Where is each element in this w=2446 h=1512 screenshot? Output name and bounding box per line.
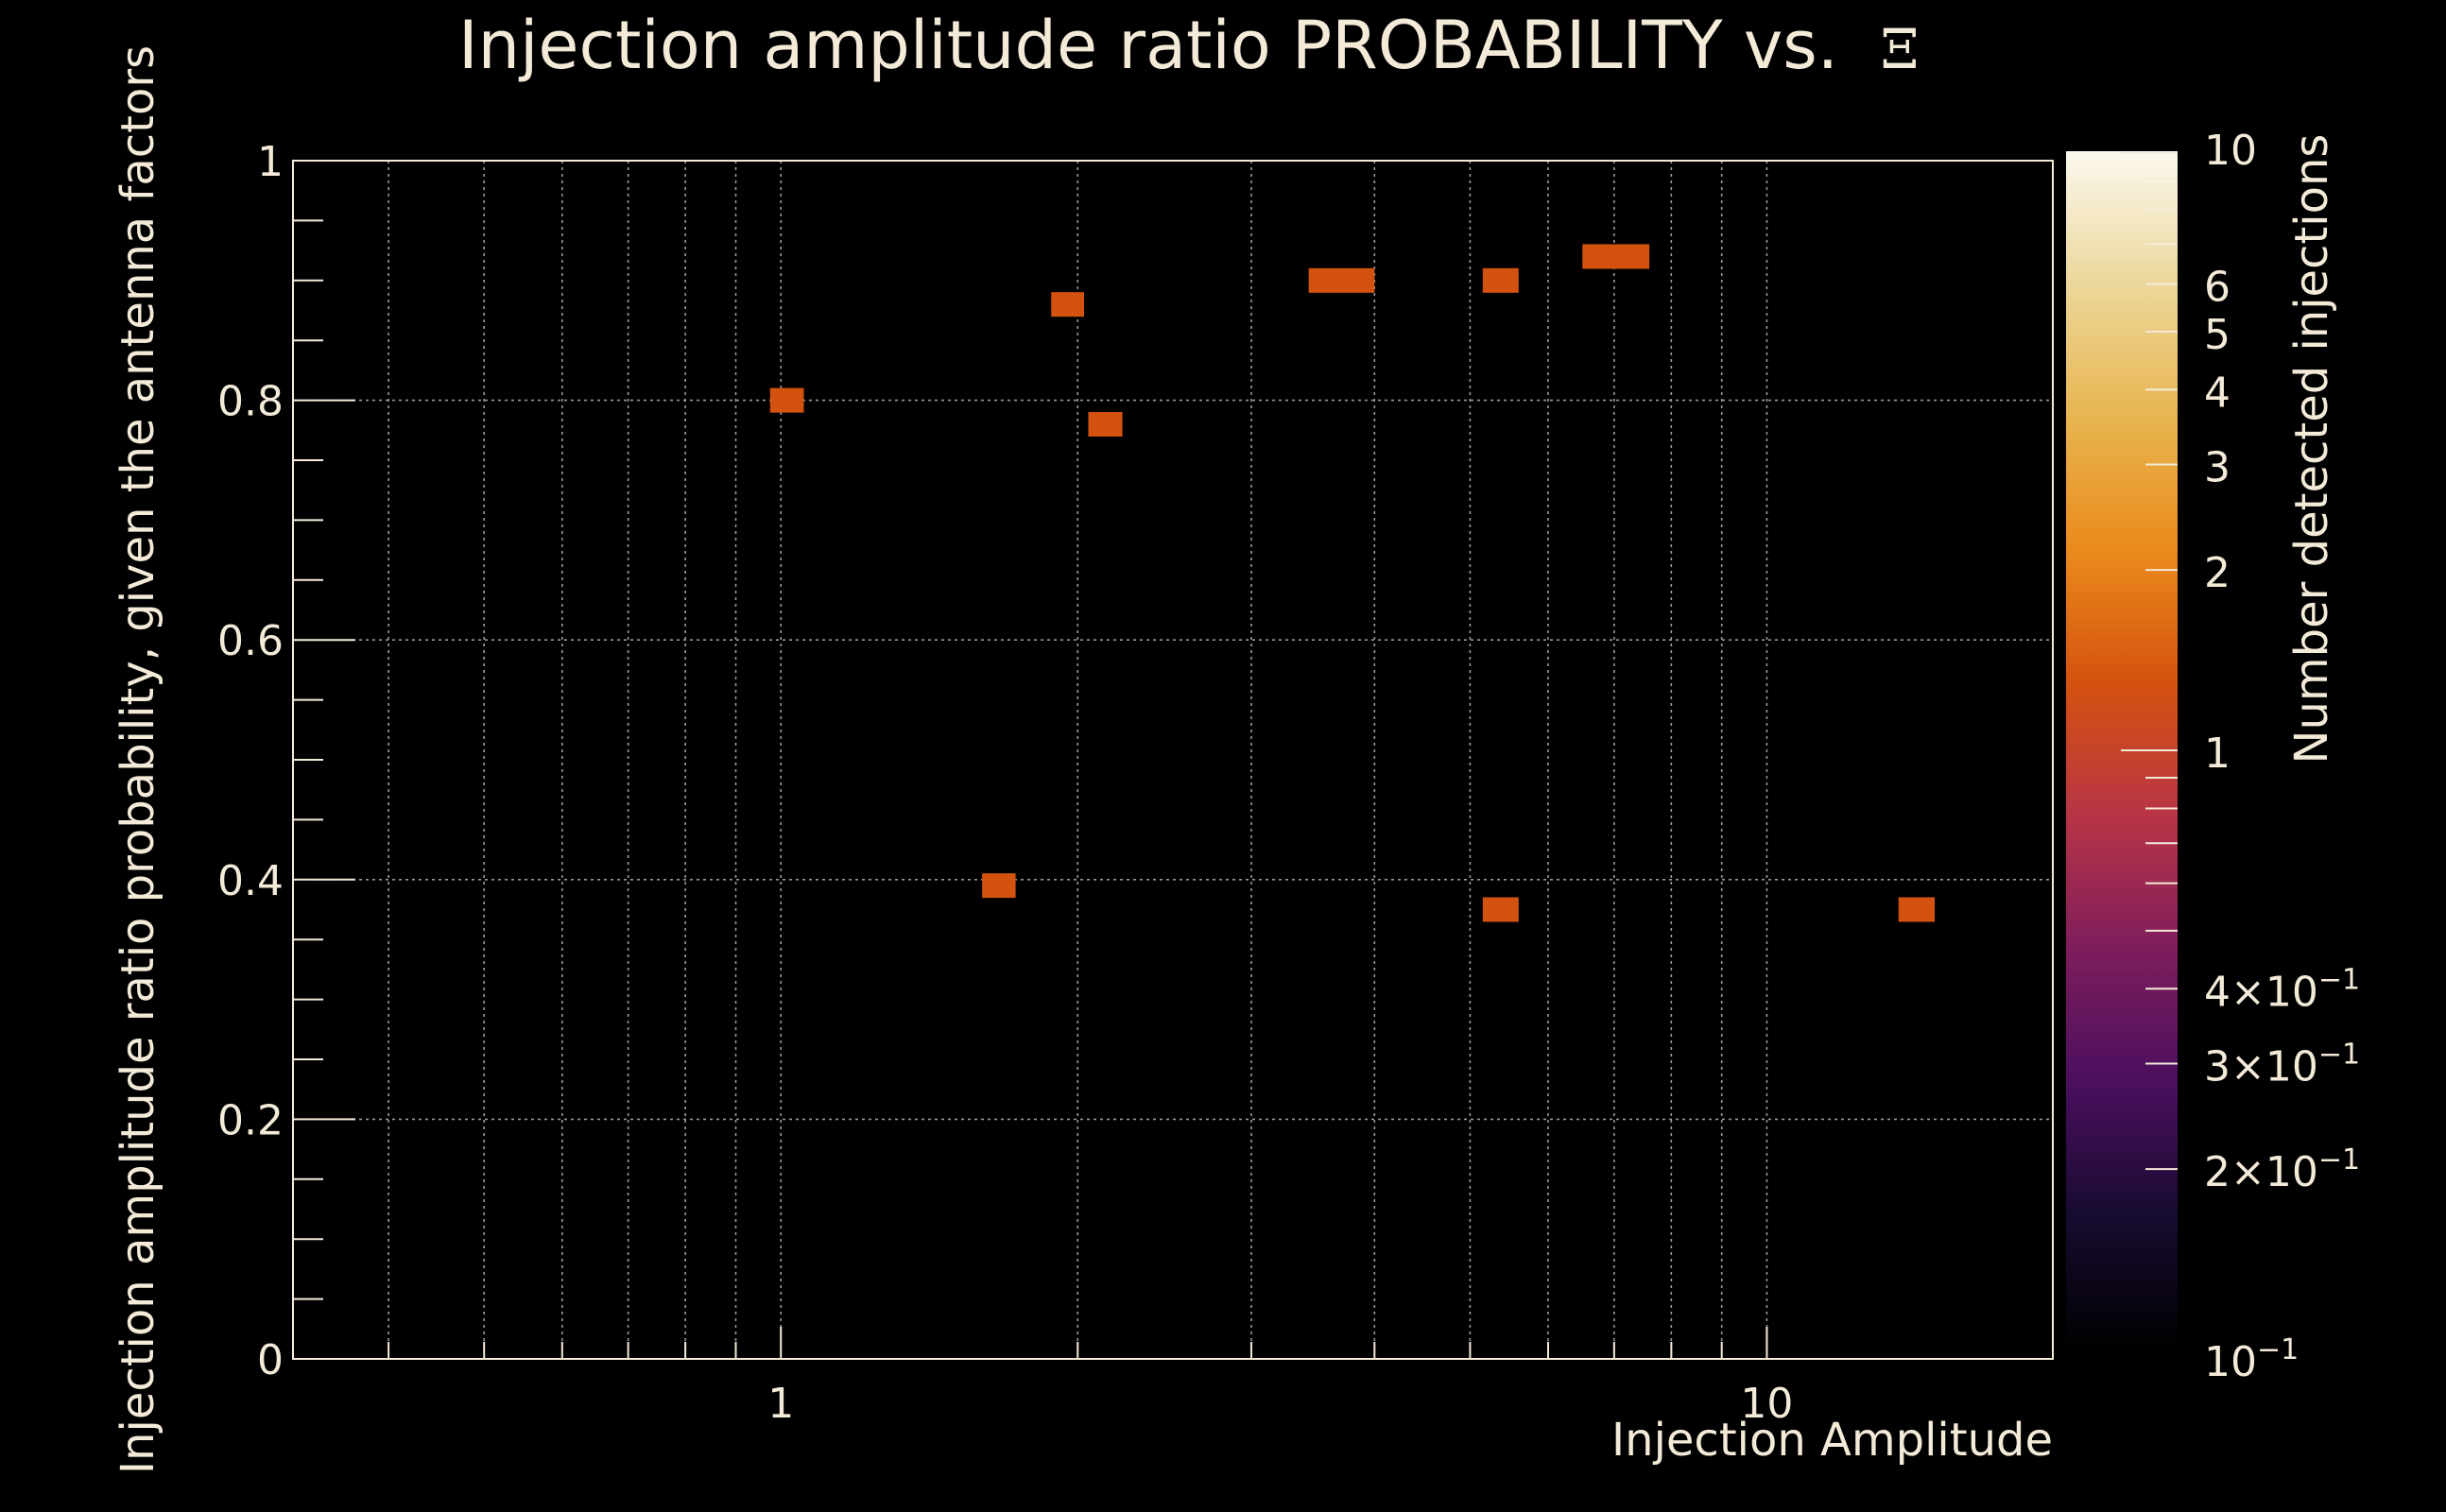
x-tick-label: 1 bbox=[767, 1380, 794, 1428]
y-tick-label: 0 bbox=[257, 1336, 284, 1384]
colorbar-tick-base: 3×10 bbox=[2204, 1043, 2318, 1091]
y-tick-label: 0.2 bbox=[217, 1096, 284, 1144]
colorbar-tick-exponent: −1 bbox=[2318, 1143, 2360, 1177]
colorbar-tick-label: 10 bbox=[2204, 127, 2257, 175]
colorbar-tick-base: 3 bbox=[2204, 444, 2231, 492]
y-tick-label: 1 bbox=[257, 138, 284, 186]
heatmap-bin bbox=[1898, 897, 1936, 922]
bins bbox=[769, 244, 1936, 922]
heatmap-bin bbox=[1482, 897, 1519, 922]
colorbar-tick-label: 3 bbox=[2204, 444, 2231, 492]
heatmap-bin bbox=[1582, 244, 1650, 269]
colorbar-label: Number detected injections bbox=[2285, 134, 2338, 765]
colorbar-tick-base: 4 bbox=[2204, 369, 2231, 417]
colorbar-tick-base: 10 bbox=[2204, 1338, 2257, 1386]
colorbar-tick-label: 10−1 bbox=[2204, 1333, 2299, 1386]
colorbar-tick-label: 3×10−1 bbox=[2204, 1039, 2360, 1091]
heatmap-bin bbox=[1051, 292, 1085, 318]
colorbar-tick-label: 2×10−1 bbox=[2204, 1143, 2360, 1196]
x-tick-label: 10 bbox=[1740, 1380, 1793, 1428]
y-tick-label: 0.4 bbox=[217, 857, 284, 905]
colorbar-tick-label: 5 bbox=[2204, 311, 2231, 359]
chart-title-symbol: Ξ bbox=[1881, 17, 1920, 81]
colorbar-tick-base: 5 bbox=[2204, 311, 2231, 359]
colorbar-tick-exponent: −1 bbox=[2318, 1039, 2360, 1072]
colorbar-tick-label: 6 bbox=[2204, 264, 2231, 312]
y-axis-label: Injection amplitude ratio probability, g… bbox=[112, 45, 164, 1474]
colorbar-tick-base: 10 bbox=[2204, 127, 2257, 175]
heatmap-bin bbox=[769, 387, 804, 413]
colorbar-tick-base: 6 bbox=[2204, 264, 2231, 312]
colorbar-tick-label: 4 bbox=[2204, 369, 2231, 417]
colorbar-tick-label: 2 bbox=[2204, 549, 2231, 597]
axes: 0 0.2 0.4 0.6 0.8 1 1 10 bbox=[217, 138, 1793, 1428]
plot-frame bbox=[292, 160, 2054, 1360]
heatmap-bin bbox=[1308, 267, 1375, 293]
colorbar-tick-base: 1 bbox=[2204, 730, 2231, 778]
colorbar-tick-label: 1 bbox=[2204, 730, 2231, 778]
x-axis-label: Injection Amplitude bbox=[1611, 1414, 2053, 1467]
grid bbox=[293, 161, 2053, 1359]
colorbar-tick-exponent: −1 bbox=[2257, 1333, 2299, 1366]
y-tick-label: 0.6 bbox=[217, 617, 284, 665]
y-tick-label: 0.8 bbox=[217, 378, 284, 426]
chart-title: Injection amplitude ratio PROBABILITY vs… bbox=[458, 7, 1838, 84]
colorbar-tick-base: 4×10 bbox=[2204, 968, 2318, 1016]
colorbar-tick-exponent: −1 bbox=[2318, 963, 2360, 996]
colorbar-tick-base: 2×10 bbox=[2204, 1148, 2318, 1196]
colorbar-tick-label: 4×10−1 bbox=[2204, 963, 2360, 1016]
heatmap-bin bbox=[1088, 411, 1123, 437]
heatmap-bin bbox=[1482, 267, 1519, 293]
colorbar-tick-base: 2 bbox=[2204, 549, 2231, 597]
heatmap-bin bbox=[982, 873, 1016, 899]
